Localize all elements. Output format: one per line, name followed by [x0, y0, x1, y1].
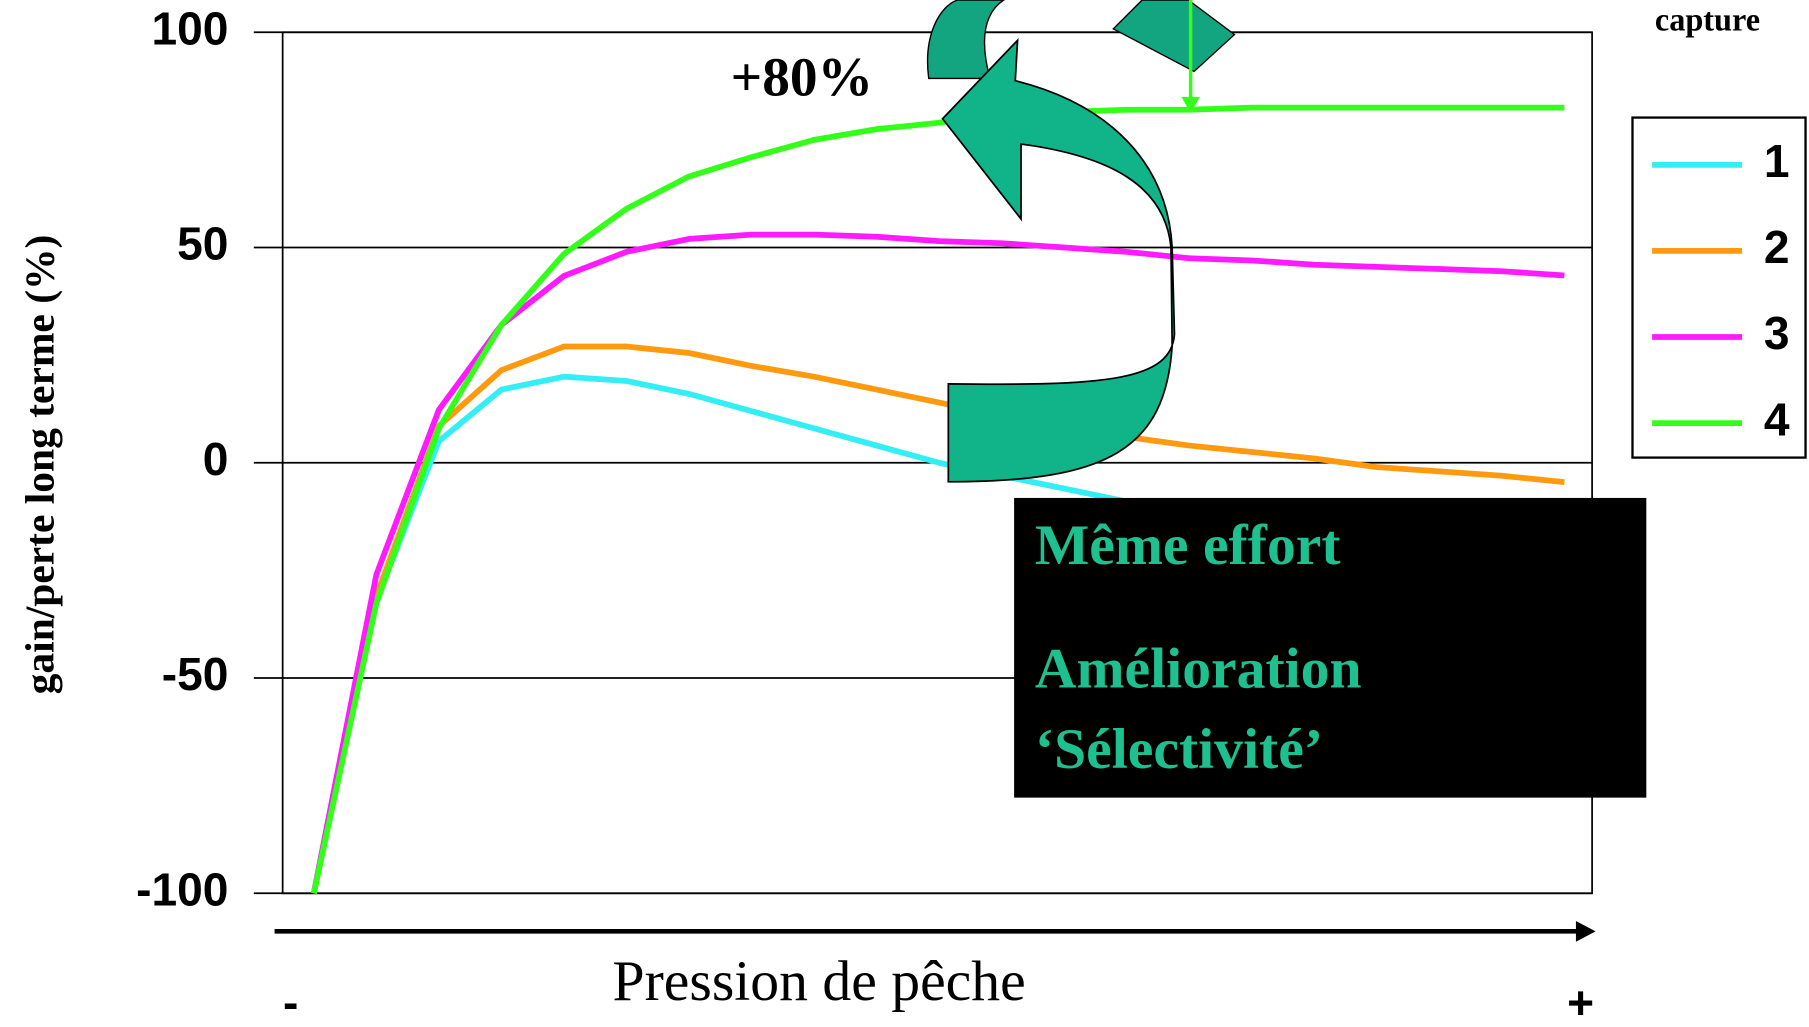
page: -100 -50 0 50 100 Même effort Amélioration ‘…: [0, 0, 1809, 1027]
y-tick-label: -50: [162, 648, 229, 700]
curved-arrow: [943, 40, 1175, 481]
legend-label: 4: [1764, 393, 1790, 445]
legend-label: 1: [1764, 135, 1790, 187]
y-axis-label: gain/perte long terme (%): [16, 235, 63, 695]
x-end-label: +: [1567, 976, 1594, 1027]
y-tick-label: 0: [203, 433, 229, 485]
annotation: Même effort: [1035, 514, 1341, 577]
y-tick-label: -100: [136, 863, 228, 915]
annotation: +80%: [731, 47, 873, 108]
legend-title: capture: [1655, 1, 1760, 37]
arrow-decoration: [1113, 0, 1234, 71]
x-axis-label: Pression de pêche: [613, 950, 1026, 1013]
y-tick-label: 100: [151, 2, 228, 54]
annotation: ‘Sélectivité’: [1035, 718, 1323, 781]
legend-label: 3: [1764, 307, 1790, 359]
annotation: Amélioration: [1035, 638, 1362, 701]
legend: 1 2 3 4: [1632, 118, 1805, 458]
y-tick-label: 50: [177, 218, 228, 270]
x-start-label: -: [283, 976, 298, 1027]
chart: -100 -50 0 50 100 Même effort Amélioration ‘…: [0, 0, 1809, 1027]
legend-label: 2: [1764, 221, 1790, 273]
x-axis-arrow: [1576, 921, 1596, 942]
